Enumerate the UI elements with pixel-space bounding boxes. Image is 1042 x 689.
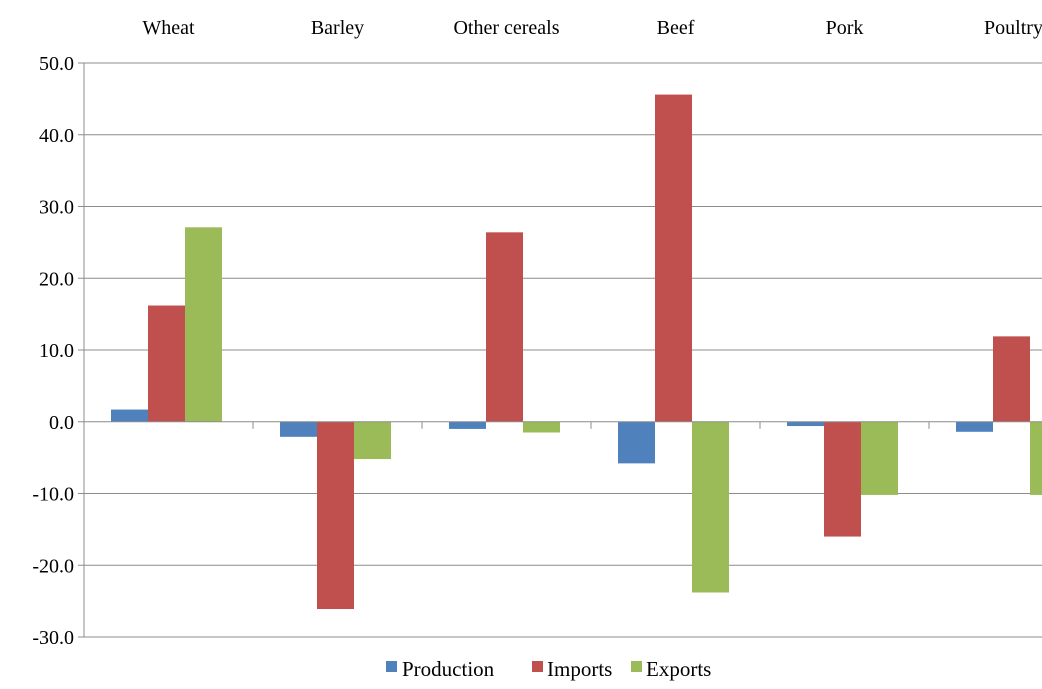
y-tick-label: 50.0 — [39, 53, 74, 75]
y-tick-label: 0.0 — [49, 412, 74, 434]
bar-exports-poultry — [1030, 421, 1042, 495]
category-label: Beef — [657, 17, 695, 39]
axes — [78, 62, 1042, 638]
legend-label-exports: Exports — [646, 657, 711, 681]
category-label: Wheat — [142, 17, 195, 39]
bar-imports-other-cereals — [486, 232, 523, 422]
category-label: Barley — [311, 17, 364, 39]
bar-exports-barley — [354, 421, 391, 460]
category-labels: Wheat Barley Other cereals Beef Pork Poultry — [142, 17, 1042, 39]
category-label: Poultry — [984, 17, 1042, 39]
bar-imports-poultry — [993, 336, 1030, 422]
y-tick-label: -30.0 — [32, 627, 74, 649]
bar-exports-pork — [861, 421, 898, 495]
y-tick-label: 40.0 — [39, 125, 74, 147]
y-tick-label: 10.0 — [39, 340, 74, 362]
bar-imports-pork — [824, 421, 861, 537]
gridlines — [84, 62, 1042, 638]
bar-production-barley — [280, 421, 317, 437]
bar-imports-wheat — [148, 305, 185, 422]
bars — [111, 94, 1042, 610]
legend-swatch-imports — [532, 661, 543, 672]
legend-swatch-exports — [631, 661, 642, 672]
bar-exports-other-cereals — [523, 421, 560, 433]
y-tick-label: -20.0 — [32, 555, 74, 577]
bar-production-pork — [787, 421, 824, 427]
y-axis-ticks: -30.0 -20.0 -10.0 0.0 10.0 20.0 30.0 40.0 50.0 — [32, 53, 74, 649]
bar-production-beef — [618, 421, 655, 464]
bar-exports-beef — [692, 421, 729, 593]
bar-imports-barley — [317, 421, 354, 610]
bar-exports-wheat — [185, 227, 222, 422]
legend-swatch-production — [386, 661, 397, 672]
bar-production-poultry — [956, 421, 993, 432]
bar-imports-beef — [655, 94, 692, 422]
category-label: Other cereals — [453, 17, 559, 39]
category-label: Pork — [826, 17, 864, 39]
legend: Production Imports Exports — [386, 657, 711, 681]
bar-production-other-cereals — [449, 421, 486, 429]
y-tick-label: -10.0 — [32, 484, 74, 506]
bar-production-wheat — [111, 409, 148, 422]
legend-label-imports: Imports — [547, 657, 612, 681]
y-tick-label: 30.0 — [39, 197, 74, 219]
legend-label-production: Production — [402, 657, 495, 681]
y-tick-label: 20.0 — [39, 268, 74, 290]
